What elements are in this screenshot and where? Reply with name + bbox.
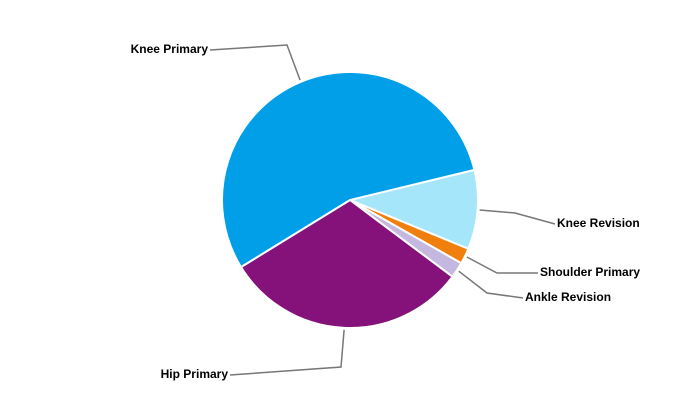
slice-label: Knee Revision	[557, 216, 640, 230]
leader-line	[458, 270, 524, 299]
slice-label: Shoulder Primary	[540, 265, 640, 279]
slice-label: Knee Primary	[131, 42, 209, 56]
leader-line	[209, 44, 301, 81]
slice-label: Hip Primary	[161, 367, 229, 381]
pie-slice	[221, 71, 476, 269]
pie-slice	[239, 198, 454, 329]
leader-line	[466, 256, 538, 274]
leader-line	[229, 329, 345, 376]
leader-line	[479, 209, 556, 225]
pie-slice	[346, 168, 479, 251]
slice-label: Ankle Revision	[525, 290, 611, 304]
